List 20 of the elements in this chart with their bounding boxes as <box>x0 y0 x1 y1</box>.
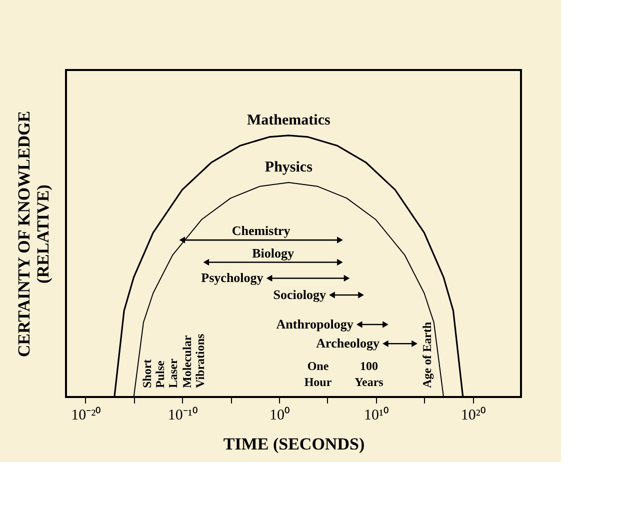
series-label: Mathematics <box>247 112 330 128</box>
series-label: Biology <box>252 245 295 260</box>
annotation: One Hour <box>304 359 332 389</box>
x-tick-label: 10¹⁰ <box>364 406 389 424</box>
series-label: Psychology <box>201 270 264 286</box>
annotation: Molecular Vibrations <box>180 333 207 388</box>
annotation: Short Pulse Laser <box>140 358 180 388</box>
y-axis-title: CERTAINTY OF KNOWLEDGE (RELATIVE) <box>14 110 52 358</box>
series-label: Anthropology <box>276 316 354 332</box>
series-label: Chemistry <box>232 223 291 238</box>
x-tick-label: 10⁰ <box>269 406 290 424</box>
x-axis-title: TIME (SECONDS) <box>223 434 365 454</box>
x-tick-label: 10²⁰ <box>460 406 486 424</box>
series-label: Sociology <box>273 286 326 302</box>
annotation: Age of Earth <box>420 322 434 388</box>
x-tick-label: 10⁻¹⁰ <box>168 406 198 424</box>
series-label: Archeology <box>316 336 380 351</box>
series-label: Physics <box>264 159 313 176</box>
x-tick-label: 10⁻²⁰ <box>71 406 101 424</box>
annotation: 100 Years <box>354 359 384 389</box>
